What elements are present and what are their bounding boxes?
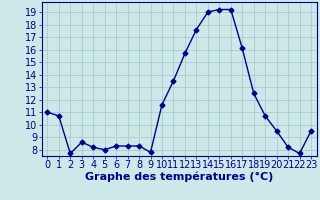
X-axis label: Graphe des températures (°C): Graphe des températures (°C) [85,172,273,182]
